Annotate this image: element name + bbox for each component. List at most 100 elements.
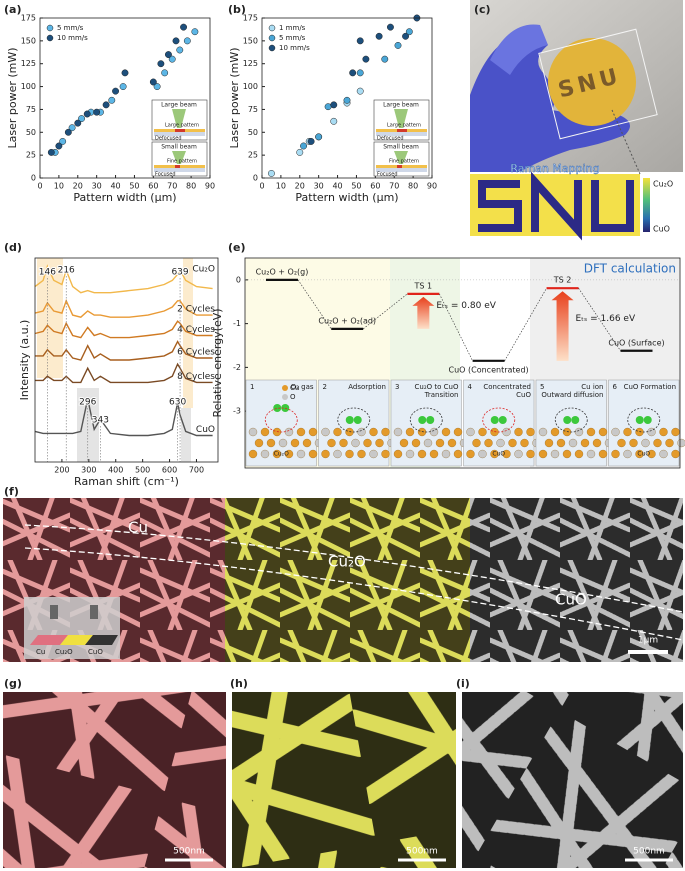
map-letter <box>531 171 582 241</box>
data-point <box>356 69 364 77</box>
series-label: 4 Cycles <box>177 325 215 335</box>
x-tick-label: 600 <box>162 466 177 475</box>
data-point <box>381 55 389 63</box>
atom <box>260 427 270 437</box>
o2-atom <box>281 404 290 412</box>
atom <box>333 427 342 437</box>
data-point <box>356 87 364 95</box>
data-point <box>153 83 161 91</box>
atom <box>478 427 487 437</box>
step-box <box>463 379 535 467</box>
atom <box>623 427 632 437</box>
legend-label: Cu <box>290 384 299 392</box>
data-point <box>157 60 165 68</box>
atom <box>290 438 300 448</box>
band <box>37 258 63 378</box>
atom <box>611 449 620 459</box>
atom <box>629 438 638 448</box>
x-tick-label: 90 <box>427 182 437 191</box>
inset-text: Large pattern <box>387 123 421 129</box>
y-tick-label: 100 <box>243 82 258 91</box>
map-letter <box>591 180 634 232</box>
atom <box>411 438 421 448</box>
band <box>181 408 191 462</box>
atom <box>405 427 415 437</box>
barrier-arrow <box>551 291 574 361</box>
band <box>77 388 99 462</box>
substrate <box>376 132 427 136</box>
level-label: TS 2 <box>553 276 572 285</box>
atom <box>466 427 475 437</box>
highlight <box>264 407 298 433</box>
o2-atom <box>635 416 644 424</box>
level-label: CuO (Surface) <box>608 338 664 347</box>
highlight <box>482 407 516 433</box>
data-point <box>300 142 308 150</box>
x-tick-label: 20 <box>73 182 83 191</box>
atom <box>520 438 529 448</box>
y-tick-label: 0 <box>253 174 258 183</box>
atom <box>453 427 463 437</box>
atom <box>284 449 294 459</box>
inset <box>24 597 120 659</box>
atom <box>296 427 306 437</box>
inset-text: Large beam <box>383 102 419 109</box>
map-region <box>538 28 658 140</box>
atom <box>592 438 602 448</box>
atom <box>308 449 318 459</box>
x-tick-label: 30 <box>314 182 324 191</box>
y-tick-label: -1 <box>233 319 241 328</box>
fibers <box>462 692 683 868</box>
data-point <box>330 101 338 109</box>
data-point <box>394 41 402 49</box>
atom <box>484 438 493 448</box>
x-tick-label: 700 <box>189 466 204 475</box>
plot-frame <box>39 17 211 179</box>
legend-label: O <box>290 393 296 401</box>
inset-text: Focused <box>377 172 398 178</box>
atom <box>598 427 608 437</box>
panel-label: (i) <box>456 677 470 690</box>
y-tick-label: 175 <box>243 14 258 23</box>
atom <box>538 427 548 437</box>
y-axis-label: Intensity (a.u.) <box>18 320 31 401</box>
scale-label: 1μm <box>638 636 658 646</box>
x-axis-label: Pattern width (μm) <box>295 191 398 204</box>
series-label: CuO <box>196 425 215 435</box>
atom <box>671 427 680 437</box>
legend-label: 5 mm/s <box>279 34 306 42</box>
data-point <box>64 128 72 136</box>
y-tick-label: 75 <box>248 105 258 114</box>
panel-f: (f) Cu Cu₂O CuO Cu Cu₂O CuO 1μm <box>3 485 684 662</box>
map-title: Raman Mapping <box>510 162 599 175</box>
step-text: Transition <box>424 391 459 399</box>
data-point <box>102 101 110 109</box>
atom <box>447 438 457 448</box>
atom <box>423 438 433 448</box>
atom <box>514 449 523 459</box>
step-number: 3 <box>395 383 399 391</box>
x-tick-label: 60 <box>370 182 380 191</box>
atom <box>514 427 523 437</box>
atom <box>466 449 475 459</box>
atom <box>659 427 668 437</box>
atom <box>272 449 282 459</box>
spectrum <box>35 362 213 384</box>
scale-label: 500nm <box>406 847 438 857</box>
data-point <box>324 103 332 111</box>
atom <box>327 438 336 448</box>
atom <box>405 449 415 459</box>
x-tick-label: 10 <box>54 182 64 191</box>
data-point <box>362 55 370 63</box>
peak-label: 296 <box>79 398 96 408</box>
atom <box>526 449 535 459</box>
legend-marker <box>46 24 54 32</box>
connector <box>439 293 473 361</box>
step-number: 5 <box>540 383 544 391</box>
data-point <box>149 78 157 86</box>
x-axis-label: Raman shift (cm⁻¹) <box>74 475 179 488</box>
wafer <box>548 38 636 126</box>
peak-label: 639 <box>171 268 188 278</box>
connector <box>578 287 621 351</box>
